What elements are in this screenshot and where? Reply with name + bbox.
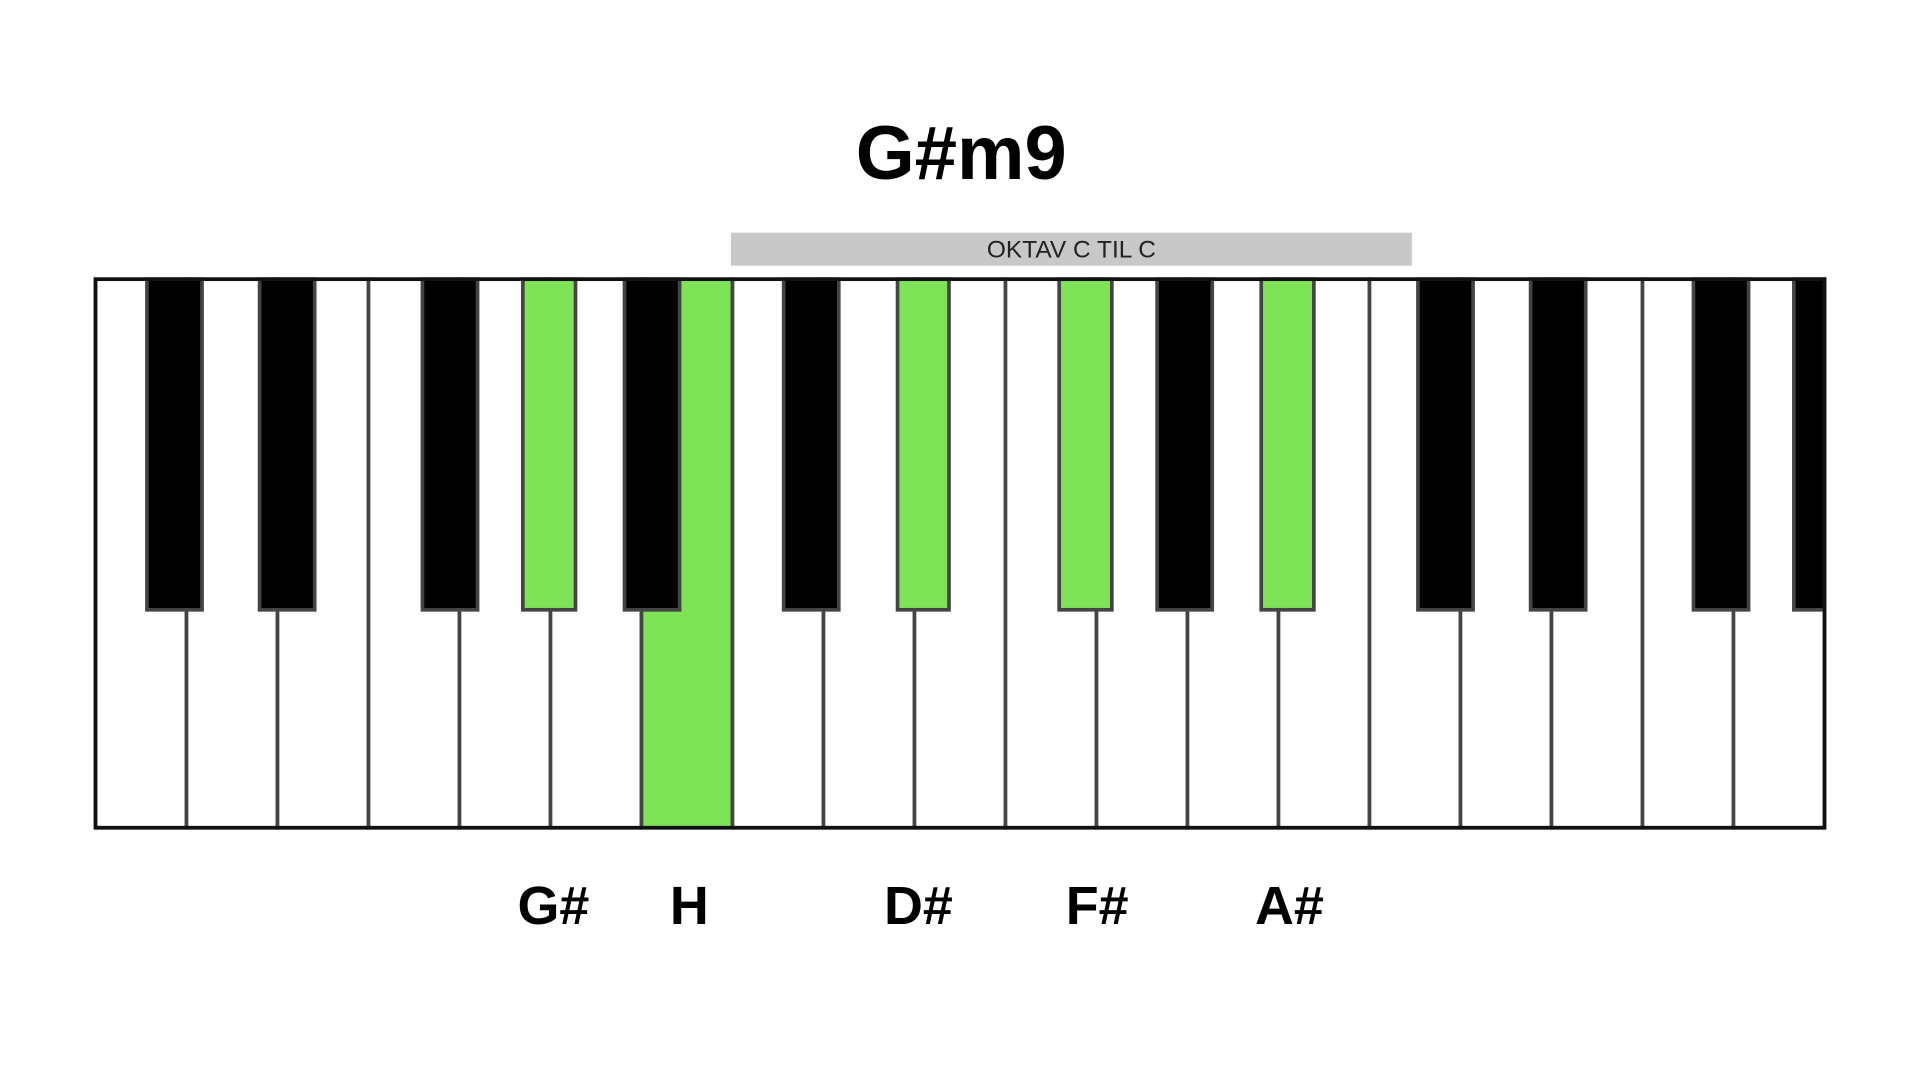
keyboard: [93, 277, 1827, 830]
black-key: [521, 277, 578, 612]
black-key: [420, 277, 480, 612]
octave-label: OKTAV C TIL C: [987, 236, 1156, 263]
black-key: [1792, 277, 1827, 612]
black-key: [1691, 277, 1751, 612]
black-key: [895, 277, 951, 612]
note-label: A#: [1255, 876, 1324, 936]
black-key: [1155, 277, 1215, 612]
black-key: [257, 277, 317, 612]
note-label: H: [670, 876, 709, 936]
black-key: [1528, 277, 1588, 612]
octave-bar: [731, 232, 1412, 266]
chord-title: G#m9: [856, 111, 1067, 196]
note-label: F#: [1066, 876, 1129, 936]
keyboard-frame: [93, 277, 1827, 830]
black-key: [622, 277, 682, 612]
black-key: [145, 277, 204, 612]
note-label: D#: [884, 876, 953, 936]
black-key: [1259, 277, 1316, 612]
black-key: [1057, 277, 1114, 612]
black-key: [781, 277, 841, 612]
black-key: [1416, 277, 1475, 612]
note-label: G#: [518, 876, 590, 936]
